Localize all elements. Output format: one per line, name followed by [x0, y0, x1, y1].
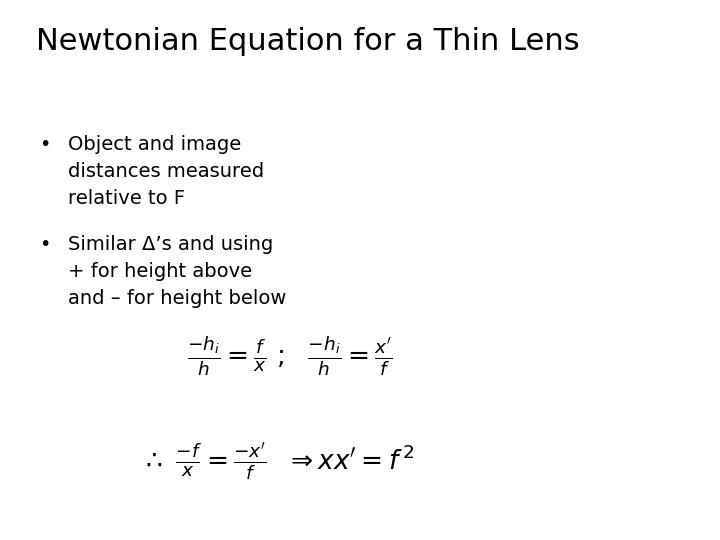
Text: •: •	[40, 235, 51, 254]
Text: Similar Δ’s and using
+ for height above
and – for height below: Similar Δ’s and using + for height above…	[68, 235, 287, 308]
Text: •: •	[40, 135, 51, 154]
Text: Newtonian Equation for a Thin Lens: Newtonian Equation for a Thin Lens	[36, 27, 580, 56]
Text: $\frac{-h_i}{h} = \frac{f}{x}\ ;\ \ \frac{-h_i}{h} = \frac{x'}{f}$: $\frac{-h_i}{h} = \frac{f}{x}\ ;\ \ \fra…	[187, 335, 393, 378]
Text: $\therefore\ \frac{-f}{x} = \frac{-x'}{f}\ \ \Rightarrow xx' = f^{\,2}$: $\therefore\ \frac{-f}{x} = \frac{-x'}{f…	[140, 441, 415, 483]
Text: Object and image
distances measured
relative to F: Object and image distances measured rela…	[68, 135, 264, 208]
